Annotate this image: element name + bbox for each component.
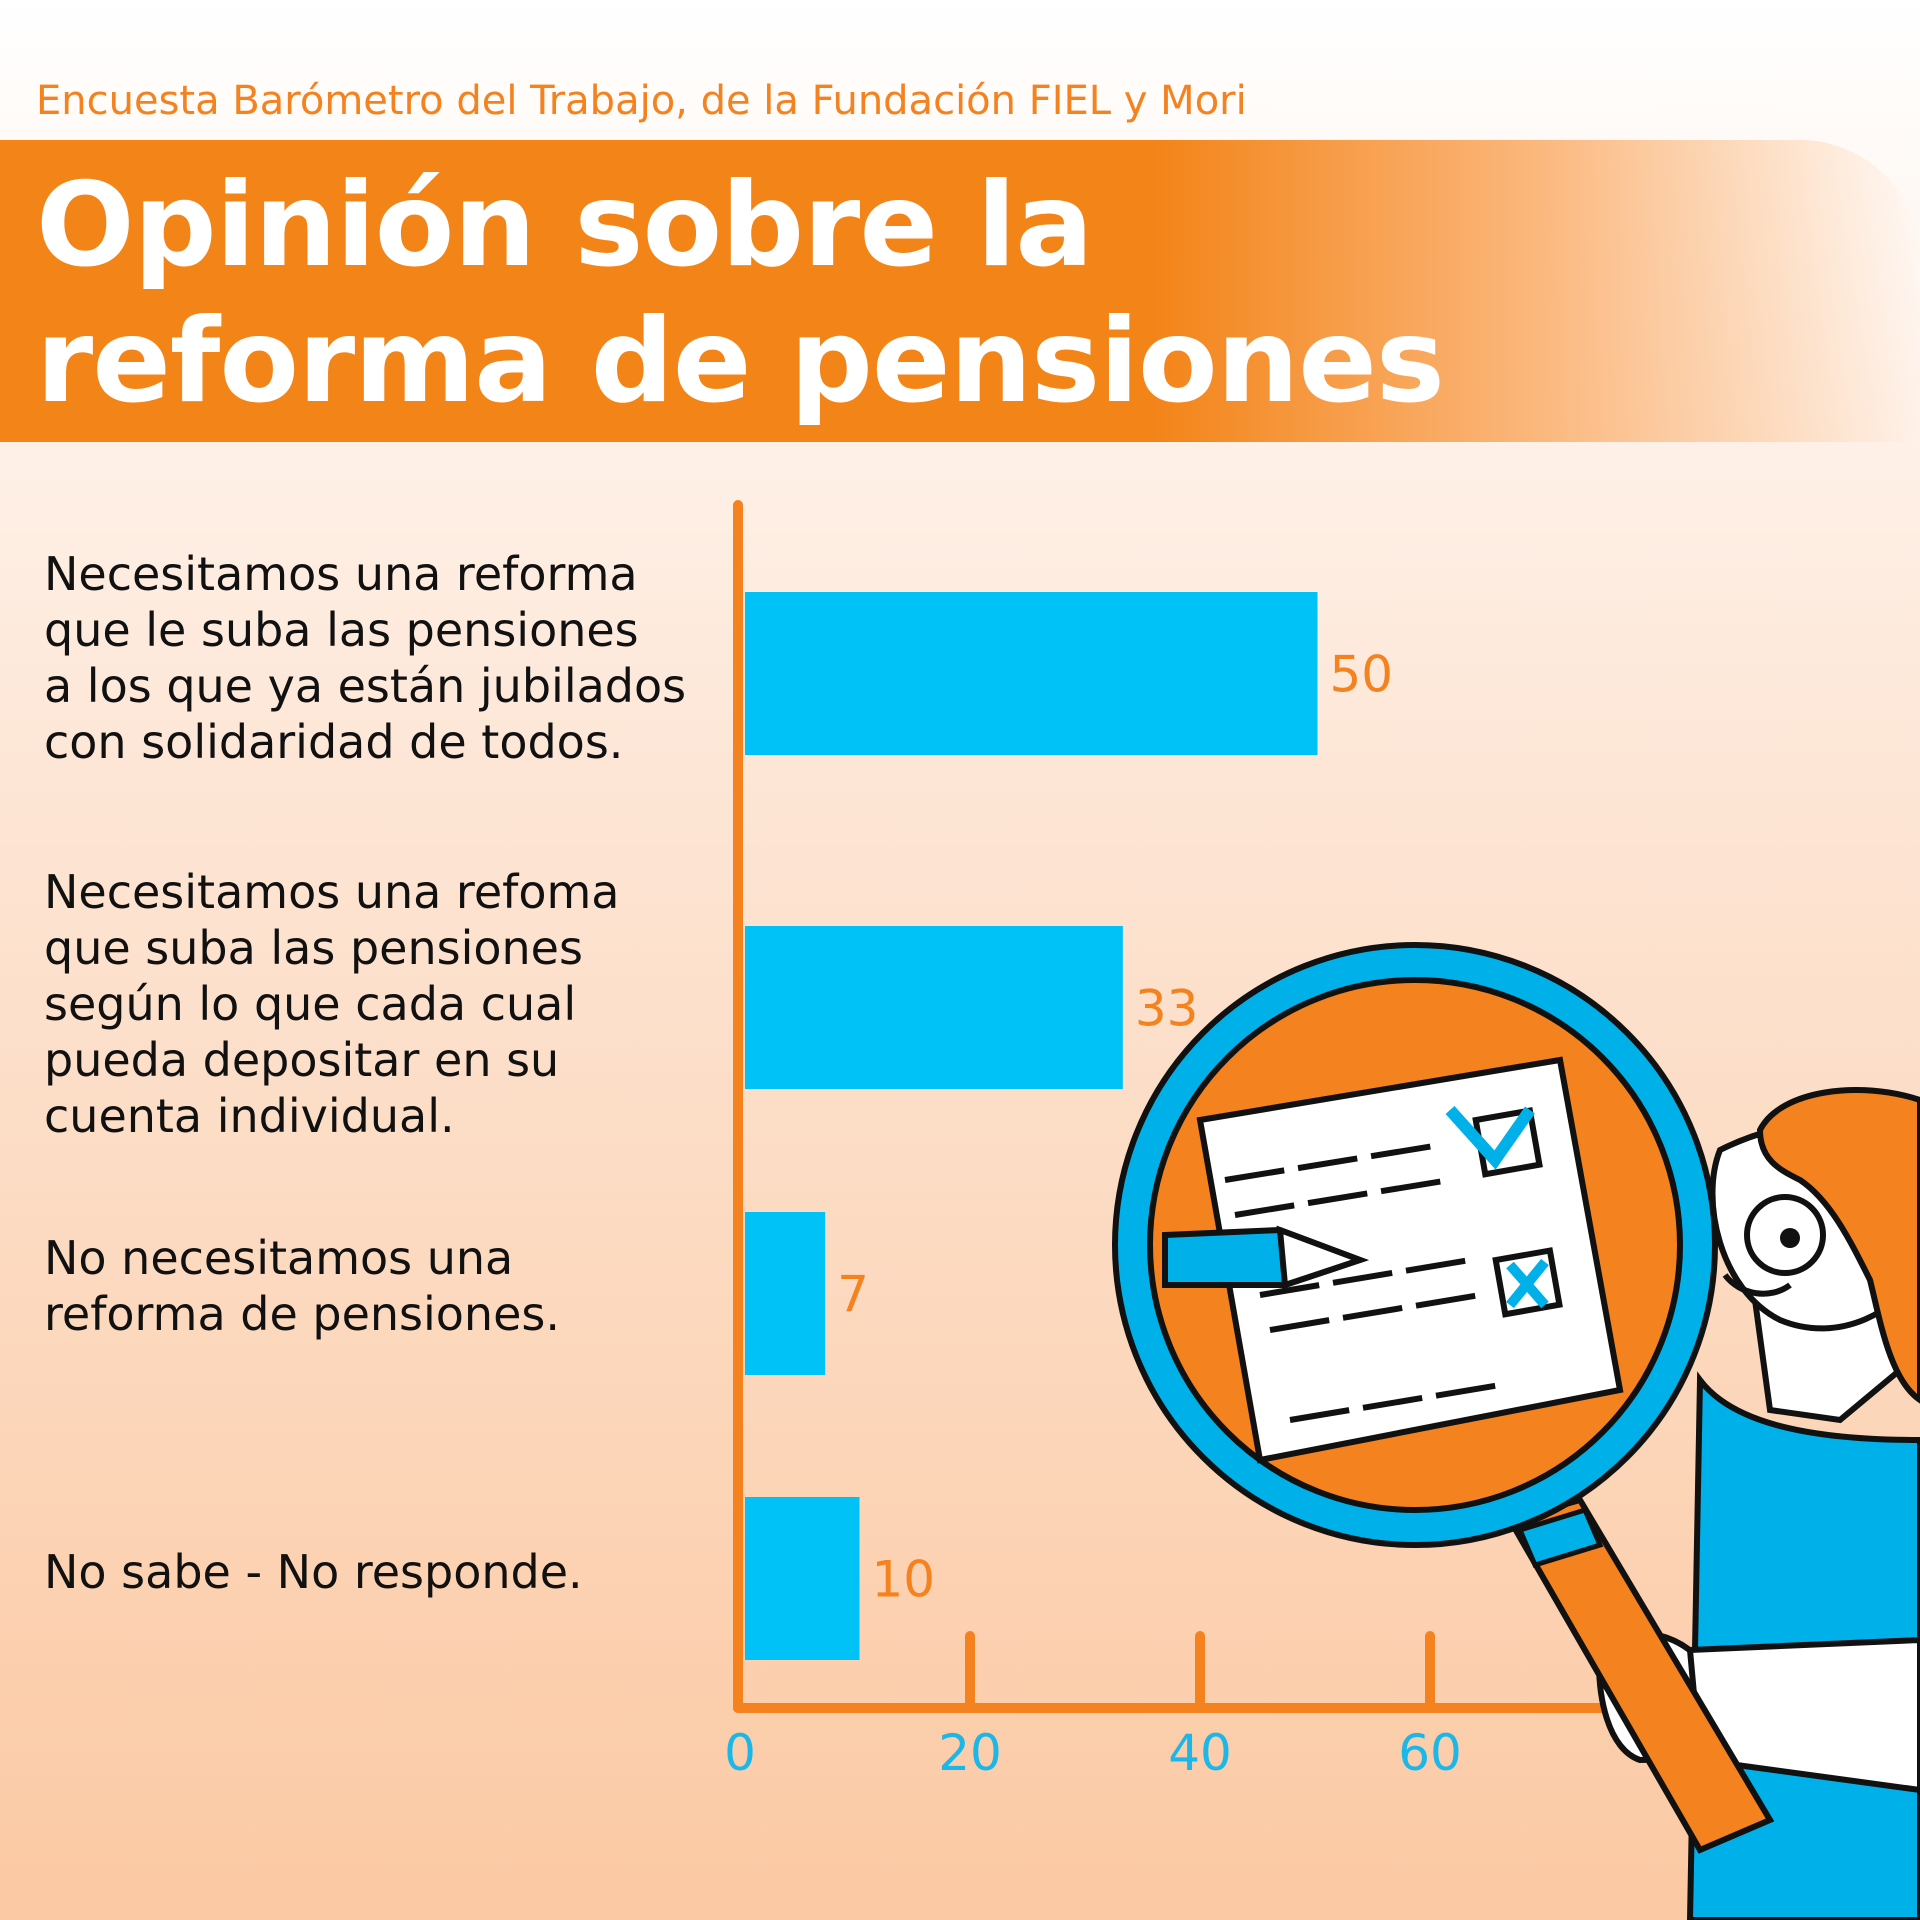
magnifier-illustration xyxy=(1112,942,1920,1920)
bar-2 xyxy=(745,926,1123,1089)
category-label-3: No necesitamos una reforma de pensiones. xyxy=(44,1231,560,1341)
bar-3 xyxy=(745,1212,826,1375)
value-label-4: 10 xyxy=(872,1551,936,1609)
title-band xyxy=(0,140,1920,442)
value-label-1: 50 xyxy=(1330,646,1394,704)
tick-label-60: 60 xyxy=(1398,1724,1462,1782)
value-label-3: 7 xyxy=(837,1266,869,1324)
bar-1 xyxy=(745,592,1318,755)
value-label-2: 33 xyxy=(1135,980,1199,1038)
tick-label-40: 40 xyxy=(1168,1724,1232,1782)
tick-label-0: 0 xyxy=(724,1724,756,1782)
page-title: Opinión sobre la reforma de pensiones xyxy=(36,158,1445,429)
tick-label-20: 20 xyxy=(938,1724,1002,1782)
bar-4 xyxy=(745,1497,860,1660)
subtitle: Encuesta Barómetro del Trabajo, de la Fu… xyxy=(36,78,1247,124)
category-label-2: Necesitamos una refoma que suba las pens… xyxy=(44,865,620,1143)
category-label-4: No sabe - No responde. xyxy=(44,1545,583,1599)
category-label-1: Necesitamos una reforma que le suba las … xyxy=(44,547,687,769)
